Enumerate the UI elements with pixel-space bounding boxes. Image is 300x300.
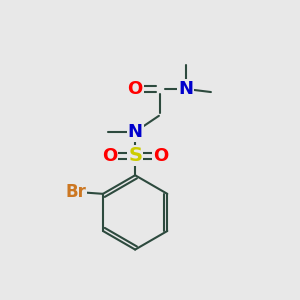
Text: N: N xyxy=(128,123,142,141)
Text: O: O xyxy=(102,147,118,165)
Text: O: O xyxy=(153,147,168,165)
Text: N: N xyxy=(178,80,193,98)
Text: S: S xyxy=(128,146,142,165)
Text: Br: Br xyxy=(66,183,87,201)
Text: O: O xyxy=(128,80,143,98)
